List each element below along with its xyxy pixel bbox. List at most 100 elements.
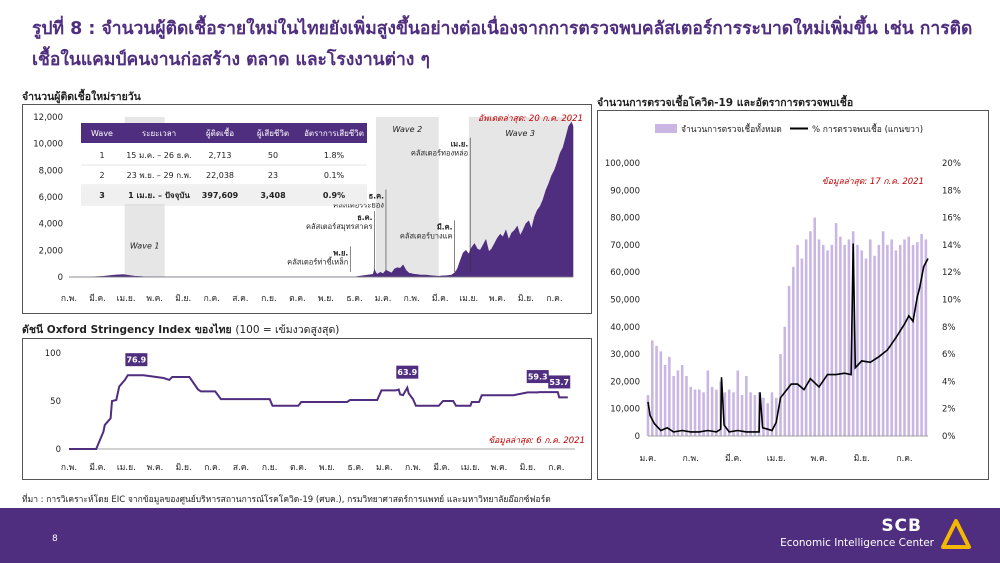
- updated-note: ข้อมูลล่าสุด: 17 ก.ค. 2021: [822, 176, 924, 187]
- x-tick-label: พ.ย.: [318, 294, 334, 304]
- stringency-chart-svg: 0 50 100 ก.พ. มี.ค. เม.ย. พ.ค. มิ.ย. ก.ค. ส.ค. ก.ย…: [45, 349, 585, 473]
- test-count-bar: [800, 258, 804, 436]
- stringency-line: [69, 374, 568, 450]
- cases-chart-svg: Wave 1 Wave 2 Wave 3 0 2,000 4,000 6,000 8,000 1…: [33, 113, 583, 304]
- x-tick-label: พ.ค.: [489, 294, 506, 304]
- x-tick-label: มิ.ย.: [176, 463, 192, 473]
- test-count-bar: [809, 231, 812, 436]
- x-tick-label: ก.ค.: [896, 454, 912, 464]
- annotation-date: มี.ค.: [437, 222, 453, 231]
- test-count-bar: [723, 392, 727, 436]
- cases-chart-panel: Wave 1 Wave 2 Wave 3 0 2,000 4,000 6,000 8,000 1…: [22, 104, 592, 314]
- test-count-bar: [886, 244, 889, 436]
- wave-table-header-cell: [245, 123, 301, 143]
- test-count-bar: [856, 244, 859, 436]
- wave-table-header-cell: [81, 123, 123, 143]
- y-tick-label: 100,000: [605, 159, 640, 169]
- x-tick-label: ก.ค.: [548, 463, 564, 473]
- test-count-bar: [727, 389, 731, 436]
- test-count-bar: [804, 239, 808, 436]
- y2-tick-label: 16%: [942, 214, 961, 224]
- x-tick-label: พ.ค.: [147, 463, 164, 473]
- wave-table-header: ระยะเวลา: [142, 129, 176, 138]
- annotation-date: ธ.ค.: [357, 213, 372, 222]
- test-count-bar: [749, 392, 752, 436]
- test-count-bar: [770, 392, 774, 436]
- test-count-bar: [826, 250, 829, 436]
- value-label: 76.9: [126, 356, 146, 365]
- wave-label: Wave 3: [505, 129, 535, 138]
- annotation-date: พ.ย.: [333, 248, 348, 257]
- x-tick-label: เม.ย.: [117, 463, 136, 473]
- wave-table-row-bg: [81, 186, 367, 204]
- x-tick-label: เม.ย.: [459, 294, 478, 304]
- test-count-bar: [834, 223, 838, 436]
- test-count-bar: [650, 340, 654, 436]
- daily-cases-area: [68, 121, 574, 278]
- test-count-bar: [830, 244, 834, 436]
- wave-table-header: อัตราการเสียชีวิต: [304, 129, 364, 138]
- y-tick-label: 60,000: [610, 268, 640, 278]
- wave-band: [375, 117, 439, 277]
- test-count-bar: [715, 389, 718, 436]
- y-tick-label: 4,000: [39, 220, 63, 230]
- x-tick-label: ก.พ.: [404, 294, 420, 304]
- test-count-bar: [792, 266, 795, 436]
- test-count-bar: [898, 244, 902, 436]
- test-count-bar: [860, 250, 864, 436]
- wave-table-cell: 3: [99, 191, 105, 200]
- y2-tick-label: 14%: [942, 241, 961, 251]
- tests-chart-svg: จำนวนการตรวจเชื้อทั้งหมด % การตรวจพบเชื้อ…: [605, 123, 961, 464]
- test-count-bar: [762, 397, 765, 436]
- wave-table-header-cell: [195, 123, 245, 143]
- x-tick-label: ก.ย.: [262, 463, 278, 473]
- wave-table-cell: 50: [268, 151, 278, 160]
- annotation-date: ธ.ค.: [369, 192, 384, 201]
- test-count-bar: [787, 285, 791, 436]
- x-tick-label: ม.ค.: [375, 294, 392, 304]
- value-label: 53.7: [549, 378, 569, 387]
- test-count-bar: [911, 244, 915, 436]
- test-count-bar: [680, 365, 684, 436]
- test-count-bar: [907, 236, 911, 436]
- wave-table-cell: 1: [99, 151, 104, 160]
- test-count-bar: [702, 392, 705, 436]
- x-tick-label: พ.ย.: [319, 463, 335, 473]
- value-label: 63.9: [397, 368, 417, 377]
- scb-logo-icon: [941, 519, 971, 549]
- x-tick-label: มิ.ย.: [520, 463, 536, 473]
- wave-table-header: ผู้เสียชีวิต: [257, 129, 289, 139]
- value-label-box: [548, 375, 571, 389]
- wave-table-cell: 1 เม.ย. – ปัจจุบัน: [128, 191, 190, 201]
- x-tick-label: พ.ค.: [491, 463, 508, 473]
- x-tick-label: ต.ค.: [289, 294, 306, 304]
- slide-title: รูปที่ 8 : จำนวนผู้ติดเชื้อรายใหม่ในไทยย…: [32, 19, 973, 70]
- test-count-bar: [843, 244, 846, 436]
- source-note: ที่มา : การวิเคราะห์โดย EIC จากข้อมูลของ…: [22, 495, 551, 505]
- test-count-bar: [783, 326, 787, 436]
- test-count-bar: [663, 365, 667, 436]
- wave-table-cell: 23 พ.ย. – 29 ก.พ.: [127, 171, 192, 180]
- test-count-bar: [813, 217, 816, 436]
- test-count-bar: [689, 386, 693, 436]
- test-count-bar: [894, 250, 898, 436]
- positivity-rate-line: [647, 243, 929, 433]
- annotation-text: คลัสเตอร์ท่าขี้เหล็ก: [287, 256, 348, 266]
- test-count-bar: [766, 403, 769, 436]
- y-tick-label: 50: [50, 397, 61, 407]
- y-tick-label: 0: [58, 273, 63, 283]
- test-count-bar: [646, 395, 650, 436]
- stringency-chart-title: ดัชนี Oxford Stringency Index ของไทย: [22, 324, 232, 336]
- y2-tick-label: 8%: [942, 323, 956, 333]
- x-tick-label: มิ.ย.: [854, 454, 870, 464]
- test-count-bar: [817, 239, 821, 436]
- annotation-date: เม.ย.: [451, 140, 469, 149]
- wave-table-cell: 0.9%: [323, 191, 345, 200]
- page-number: 8: [52, 534, 58, 544]
- test-count-bar: [706, 370, 710, 436]
- y-tick-label: 80,000: [610, 214, 640, 224]
- test-count-bar: [877, 244, 881, 436]
- y-tick-label: 90,000: [610, 186, 640, 196]
- x-tick-label: มี.ค.: [433, 462, 450, 473]
- legend-swatch-bars: [655, 124, 677, 133]
